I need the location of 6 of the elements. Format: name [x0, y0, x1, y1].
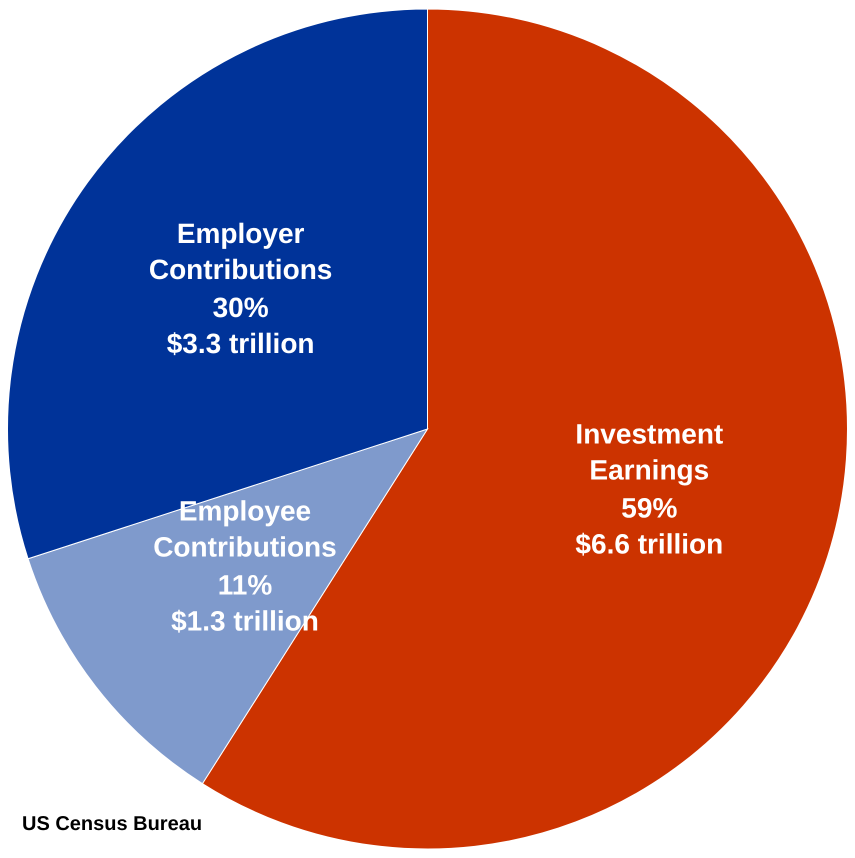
- slice-label: Investment Earnings: [575, 418, 724, 486]
- data-label: 30% $3.3 trillion: [166, 292, 315, 360]
- slice-label: Employee Contributions: [153, 496, 337, 563]
- text: US Census Bureau: [22, 813, 202, 835]
- data-label: 59% $6.6 trillion: [575, 492, 724, 560]
- slice-label: Employer Contributions: [148, 218, 332, 286]
